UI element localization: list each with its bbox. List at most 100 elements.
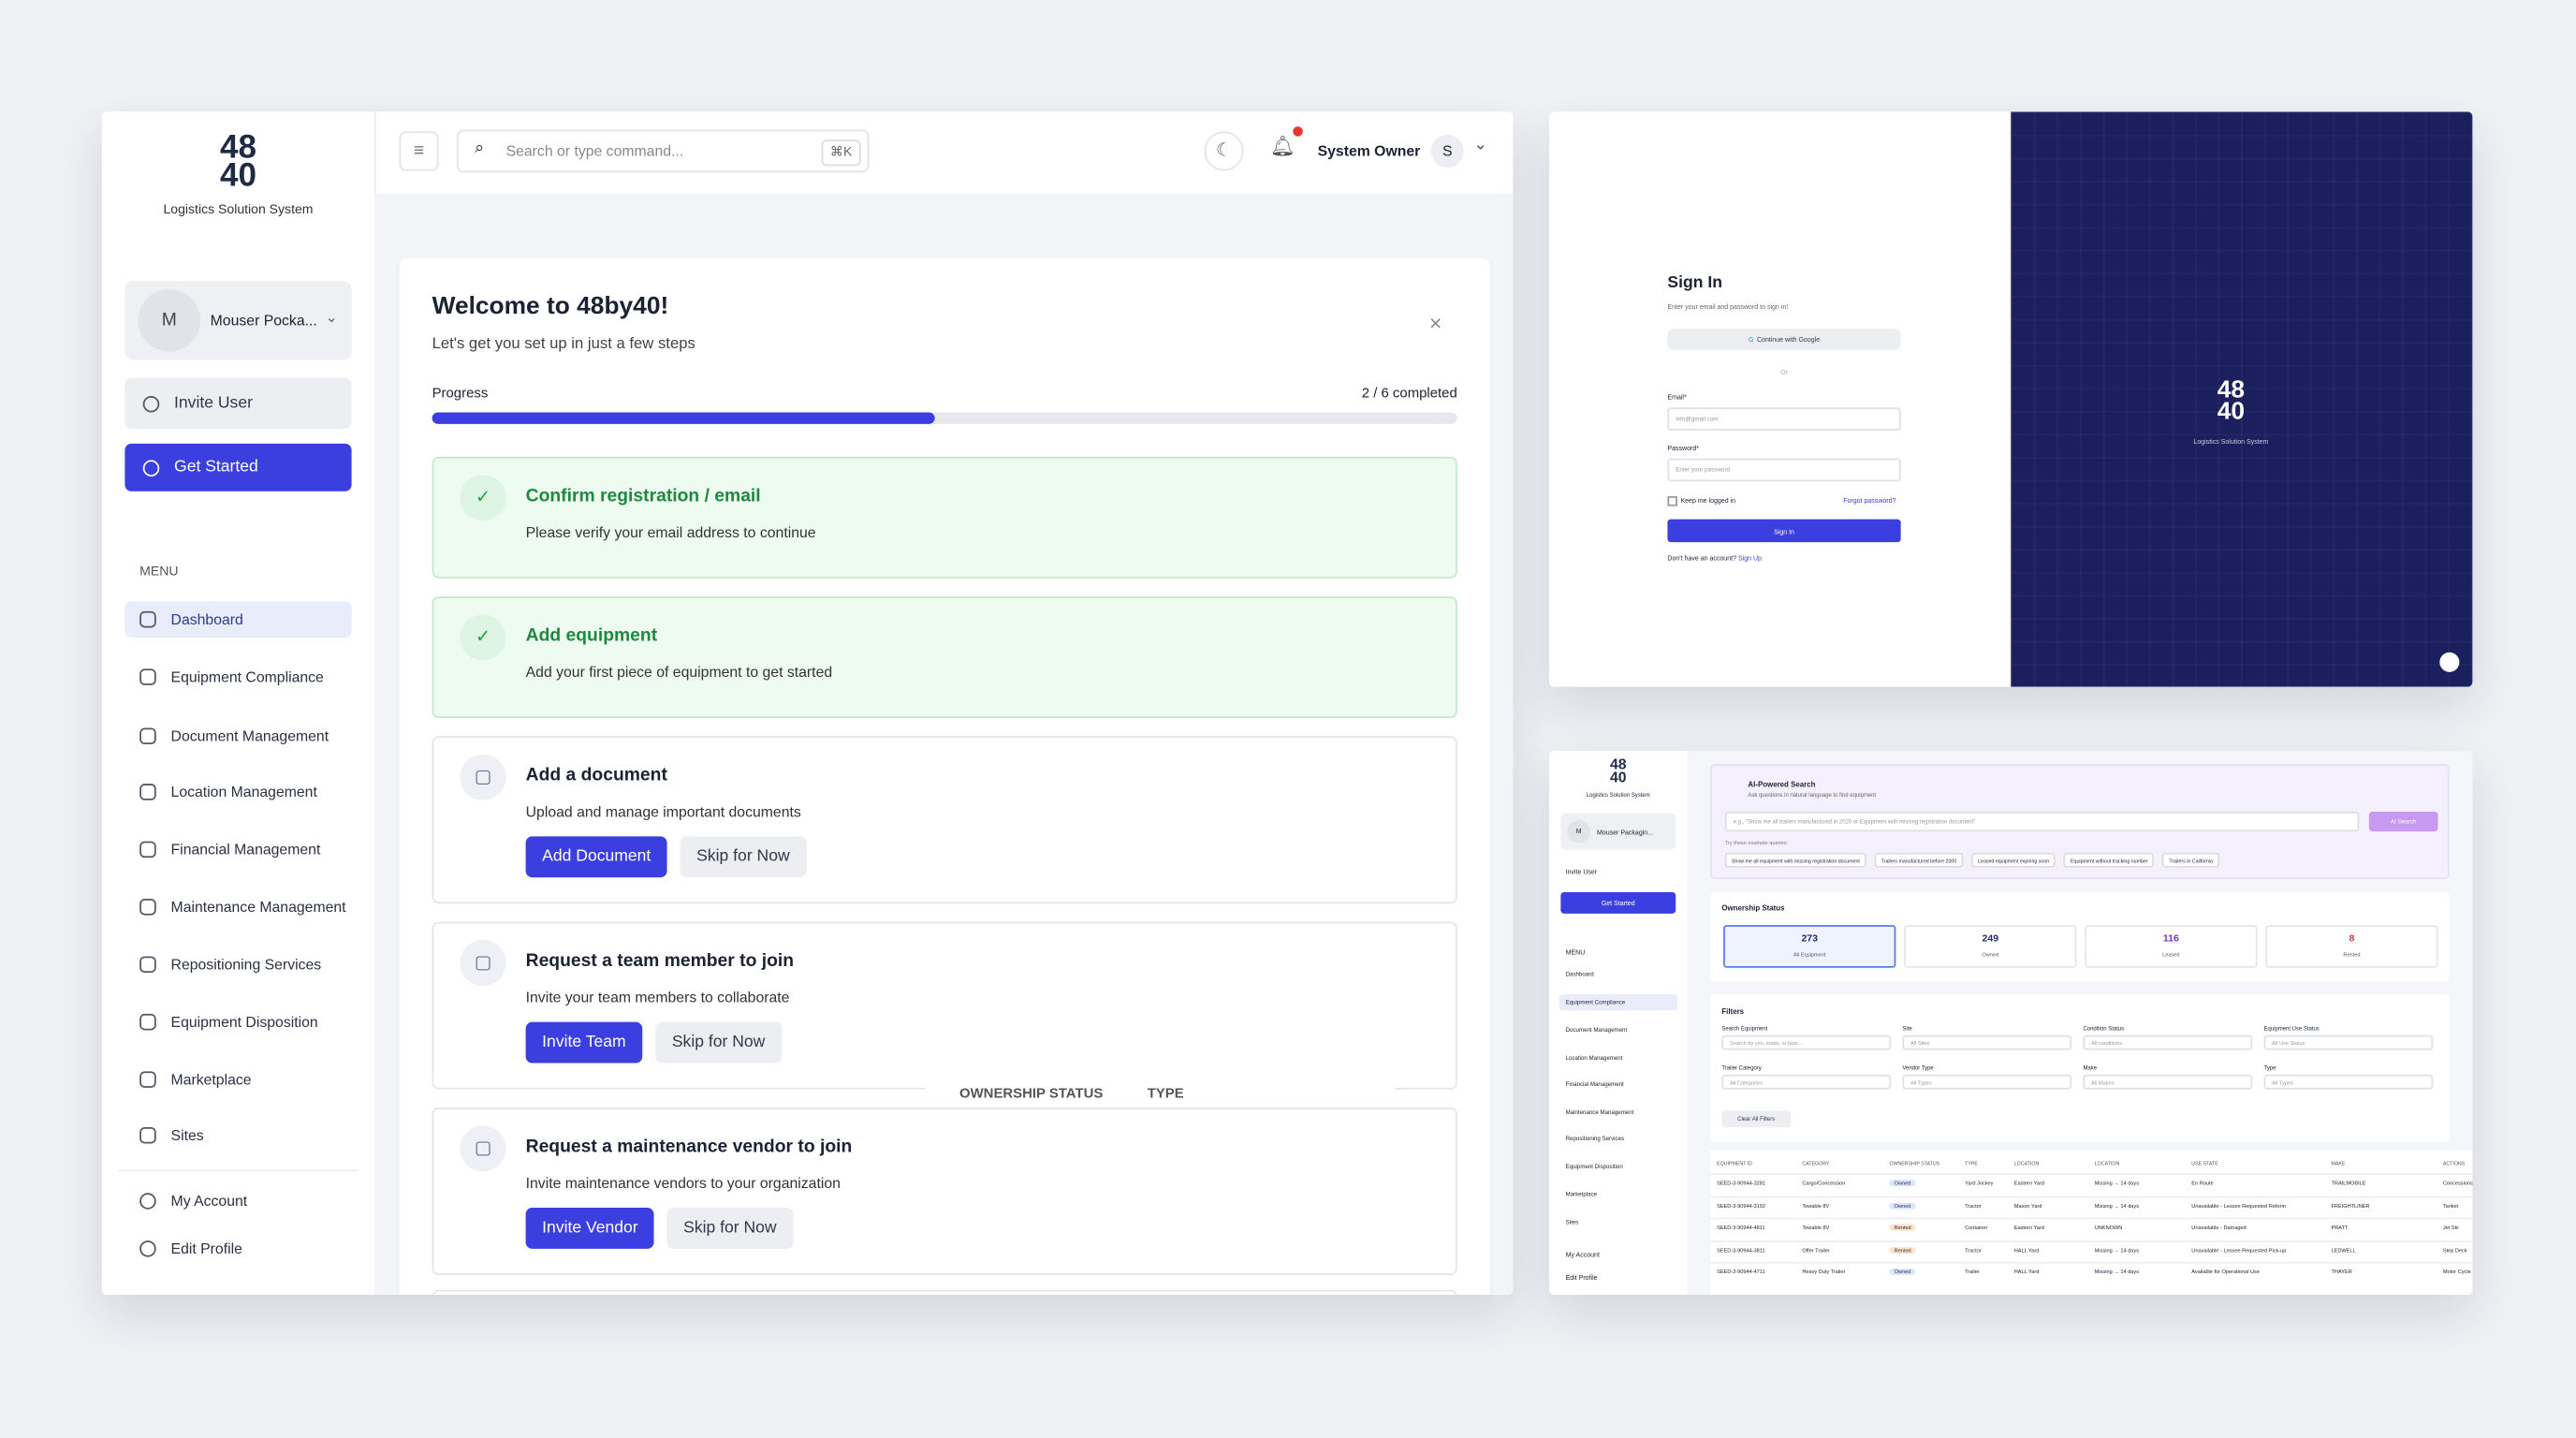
- footer-link[interactable]: My Account: [124, 1183, 351, 1220]
- account-switcher[interactable]: M Mouser Pocka... ⌄: [124, 281, 352, 360]
- stat-card[interactable]: 8 Rented: [2265, 925, 2438, 968]
- stat-card[interactable]: 249 Owned: [1904, 925, 2077, 968]
- signup-row: Don't have an account? Sign Up: [1667, 553, 1762, 562]
- menu-item[interactable]: Equipment Disposition: [1565, 1163, 1623, 1170]
- step-icon: ▢: [460, 1125, 506, 1172]
- filter-placeholder: All Types: [1910, 1078, 1932, 1086]
- theme-toggle[interactable]: ☾: [1204, 131, 1244, 171]
- menu-item[interactable]: Maintenance Management: [1565, 1108, 1634, 1116]
- signup-link[interactable]: Sign Up: [1737, 553, 1762, 563]
- menu-item[interactable]: Location Management: [124, 774, 351, 811]
- ownership-title: Ownership Status: [1721, 903, 1785, 913]
- logo-top: 48: [219, 129, 257, 167]
- ai-example[interactable]: Leased equipment expiring soon: [1971, 852, 2056, 868]
- table-cell: SEED-3-90944-4711: [1717, 1268, 1765, 1275]
- step-description: Please verify your email address to cont…: [525, 523, 816, 541]
- menu-item[interactable]: Repositioning Services: [1565, 1135, 1625, 1142]
- table-cell: THAYER: [2331, 1268, 2352, 1275]
- ai-button[interactable]: AI Search: [2368, 812, 2438, 832]
- menu-toggle[interactable]: ≡: [399, 131, 439, 171]
- status-chip: Rented: [1889, 1246, 1916, 1254]
- filter-input[interactable]: All Types: [1902, 1074, 2072, 1090]
- stat-label: Rented: [2343, 951, 2361, 959]
- footer-link[interactable]: Edit Profile: [1565, 1273, 1598, 1282]
- google-button[interactable]: G Continue with Google: [1667, 329, 1901, 350]
- table-cell: Towable 8V: [1802, 1224, 1830, 1231]
- menu-item[interactable]: Financial Management: [1565, 1080, 1624, 1088]
- invite-user-button[interactable]: Invite User: [124, 377, 352, 430]
- filter-input[interactable]: All Types: [2263, 1074, 2434, 1090]
- stat-card[interactable]: 116 Leased: [2085, 925, 2258, 968]
- footer-link[interactable]: Edit Profile: [124, 1231, 351, 1268]
- stat-card[interactable]: 273 All Equipment: [1723, 925, 1896, 968]
- ai-search-card: AI-Powered Search Ask questions in natur…: [1710, 764, 2450, 879]
- signin-button-label: Sign In: [1774, 526, 1794, 536]
- table-header: CATEGORY: [1802, 1160, 1830, 1167]
- menu-icon: [139, 1127, 156, 1144]
- invite-user-label[interactable]: Invite User: [1565, 867, 1598, 876]
- menu-item[interactable]: Equipment Compliance: [1559, 993, 1677, 1011]
- menu-item[interactable]: Document Management: [1565, 1026, 1628, 1034]
- ai-example[interactable]: Equipment without tracking number: [2064, 852, 2155, 868]
- menu-item[interactable]: Equipment Disposition: [124, 1004, 351, 1040]
- table-cell: SEED-3-90944-3281: [1717, 1180, 1766, 1187]
- user-avatar[interactable]: S: [1430, 134, 1464, 169]
- email-input[interactable]: info@gmail.com: [1667, 407, 1901, 431]
- signin-window: Sign In Enter your email and password to…: [1549, 111, 2473, 687]
- menu-item[interactable]: Repositioning Services: [124, 946, 351, 983]
- primary-button[interactable]: Invite Team: [525, 1021, 643, 1064]
- shortcut: ⌘K: [821, 139, 861, 167]
- filter-input[interactable]: All conditions: [2083, 1034, 2253, 1050]
- table-cell: SEED-3-90944-3811: [1717, 1246, 1765, 1254]
- ai-example[interactable]: Trailers in California: [2162, 852, 2220, 868]
- menu-item[interactable]: Marketplace: [1565, 1191, 1598, 1198]
- ai-example[interactable]: Show me all equipment with missing regis…: [1724, 852, 1866, 868]
- menu-item[interactable]: Dashboard: [124, 601, 352, 638]
- filter-input[interactable]: All Makes: [2083, 1074, 2253, 1090]
- footer-link[interactable]: My Account: [1565, 1250, 1600, 1259]
- menu-item[interactable]: Financial Management: [124, 831, 351, 868]
- menu-item[interactable]: Equipment Compliance: [124, 659, 351, 696]
- table-header-overlay: OWNERSHIP STATUS TYPE: [925, 1084, 1396, 1107]
- account-switcher[interactable]: M Mouser Packagin...: [1560, 813, 1676, 850]
- filter-input[interactable]: All Categories: [1721, 1074, 1892, 1090]
- step-card: ▢ Request a maintenance vendor to join Inv…: [432, 1107, 1457, 1275]
- notifications[interactable]: 🔔︎: [1269, 134, 1295, 158]
- table-cell: Container: [1965, 1224, 1988, 1231]
- menu-item[interactable]: Maintenance Management: [124, 889, 351, 926]
- table-cell: Jet Ski: [2442, 1224, 2459, 1231]
- search-box[interactable]: ⌕ Search or type command... ⌘K: [456, 129, 870, 173]
- account-name: Mouser Pocka...: [210, 312, 317, 330]
- menu-item[interactable]: Dashboard: [1565, 971, 1594, 978]
- checkbox[interactable]: [1667, 496, 1677, 506]
- menu-item[interactable]: Sites: [1565, 1219, 1579, 1226]
- filters-card: Filters Search Equipment Search by yes, m…: [1710, 993, 2450, 1142]
- password-input[interactable]: Enter your password: [1667, 458, 1901, 482]
- filter-input[interactable]: Search by yes, make, or type...: [1721, 1034, 1892, 1050]
- chevron: ⌄: [1473, 136, 1488, 154]
- close-button[interactable]: ×: [1428, 310, 1442, 336]
- menu-item[interactable]: Location Management: [1565, 1054, 1623, 1062]
- filter-input[interactable]: All Use Status: [2263, 1034, 2434, 1050]
- secondary-button[interactable]: Skip for Now: [655, 1021, 782, 1064]
- ai-example[interactable]: Trailers manufactured before 2000: [1874, 852, 1964, 868]
- menu-item[interactable]: Marketplace: [124, 1062, 351, 1098]
- theme-toggle[interactable]: [2439, 652, 2460, 672]
- signin-button[interactable]: Sign In: [1667, 519, 1901, 543]
- get-started-button[interactable]: Get Started: [1560, 892, 1676, 914]
- stat-label: Leased: [2162, 951, 2180, 959]
- clear-filters[interactable]: Clear All Filters: [1721, 1110, 1792, 1127]
- filter-input[interactable]: All Sites: [1902, 1034, 2072, 1050]
- primary-button[interactable]: Add Document: [525, 836, 667, 878]
- menu-item[interactable]: Document Management: [124, 718, 351, 755]
- step-description: Add your first piece of equipment to get…: [525, 664, 833, 681]
- ai-input[interactable]: e.g., "Show me all trailers manufactured…: [1724, 812, 2360, 832]
- menu-item[interactable]: Sites: [124, 1117, 351, 1153]
- get-started-button[interactable]: Get Started: [124, 443, 352, 492]
- secondary-button[interactable]: Skip for Now: [666, 1208, 794, 1249]
- ownership-card: Ownership Status 273 All Equipment 249 Owne…: [1710, 892, 2450, 981]
- logo-bottom: 40: [219, 157, 257, 195]
- forgot-link[interactable]: Forgot password?: [1843, 496, 1896, 505]
- primary-button[interactable]: Invite Vendor: [525, 1208, 655, 1249]
- secondary-button[interactable]: Skip for Now: [680, 836, 807, 878]
